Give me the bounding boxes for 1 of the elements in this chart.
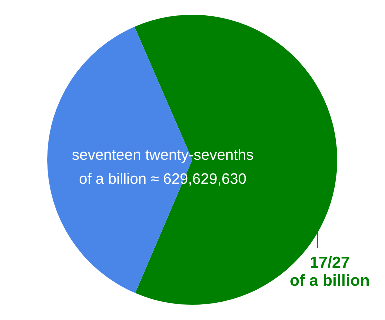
slice-label: 17/27 of a billion <box>290 255 370 290</box>
